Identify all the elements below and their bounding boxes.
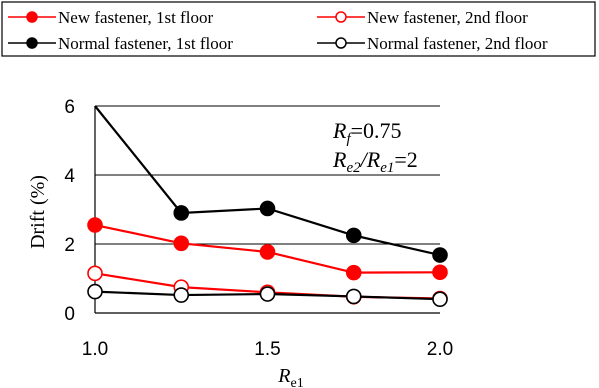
x-tick-labels: 1.0 1.5 2.0 xyxy=(82,339,453,360)
data-point xyxy=(432,291,448,308)
series-0 xyxy=(87,217,448,281)
data-point xyxy=(259,200,276,217)
legend-item-3: Normal fastener, 2nd floor xyxy=(317,34,548,53)
annotation-rf-value: =0.75 xyxy=(351,118,402,143)
y-tick-label: 2 xyxy=(64,235,75,256)
legend-marker-0 xyxy=(26,11,38,23)
grid xyxy=(95,105,440,245)
annotation-re2-base: R xyxy=(332,147,347,172)
series-group xyxy=(87,105,448,308)
legend-box xyxy=(1,1,596,57)
data-point xyxy=(432,264,448,281)
y-tick-label: 6 xyxy=(64,97,75,118)
annotation-re1-sub: e1 xyxy=(380,160,394,176)
x-tick-label: 2.0 xyxy=(427,339,453,360)
data-point xyxy=(259,286,276,302)
data-point xyxy=(432,247,448,263)
data-point xyxy=(87,217,103,233)
data-point xyxy=(87,265,103,282)
annotation-line-1: Rf=0.75 xyxy=(332,118,402,147)
y-tick-label: 4 xyxy=(64,166,75,187)
x-tick-label: 1.0 xyxy=(82,339,108,360)
data-point xyxy=(345,264,362,281)
x-tick-label: 1.5 xyxy=(254,339,280,360)
series-3 xyxy=(87,283,448,308)
series-2 xyxy=(94,105,448,263)
annotation-re2-sub: e2 xyxy=(346,160,361,176)
annotation-line-2: Re2/Re1=2 xyxy=(332,147,418,176)
legend-item-0: New fastener, 1st floor xyxy=(8,8,213,27)
annotation-ratio-value: =2 xyxy=(394,147,417,172)
y-axis-title: Drift (%) xyxy=(27,175,49,249)
data-point xyxy=(173,287,190,303)
x-axis-title: Re1 xyxy=(277,365,303,388)
data-point xyxy=(173,235,190,252)
y-tick-label: 0 xyxy=(64,304,75,325)
data-point xyxy=(345,288,362,305)
annotation: Rf=0.75 Re2/Re1=2 xyxy=(332,118,418,176)
legend-marker-2 xyxy=(26,37,38,49)
legend-marker-1 xyxy=(335,11,347,23)
x-axis-title-sub: e1 xyxy=(291,376,304,388)
annotation-slash: / xyxy=(359,147,369,172)
y-tick-labels: 0 2 4 6 xyxy=(64,97,75,325)
legend-marker-3 xyxy=(335,37,347,49)
legend-label-3: Normal fastener, 2nd floor xyxy=(367,34,548,53)
data-point xyxy=(345,227,362,244)
legend-item-2: Normal fastener, 1st floor xyxy=(8,34,233,53)
legend: New fastener, 1st floor New fastener, 2n… xyxy=(1,1,596,57)
legend-label-0: New fastener, 1st floor xyxy=(58,8,213,27)
x-axis-title-base: R xyxy=(277,365,290,387)
data-point xyxy=(87,283,103,300)
annotation-re1-base: R xyxy=(366,147,381,172)
data-point xyxy=(259,244,276,260)
legend-label-2: Normal fastener, 1st floor xyxy=(58,34,233,53)
annotation-rf-base: R xyxy=(332,118,347,143)
data-point xyxy=(173,205,190,221)
annotation-rf-sub: f xyxy=(346,131,352,147)
legend-item-1: New fastener, 2nd floor xyxy=(317,8,528,27)
legend-label-1: New fastener, 2nd floor xyxy=(367,8,528,27)
